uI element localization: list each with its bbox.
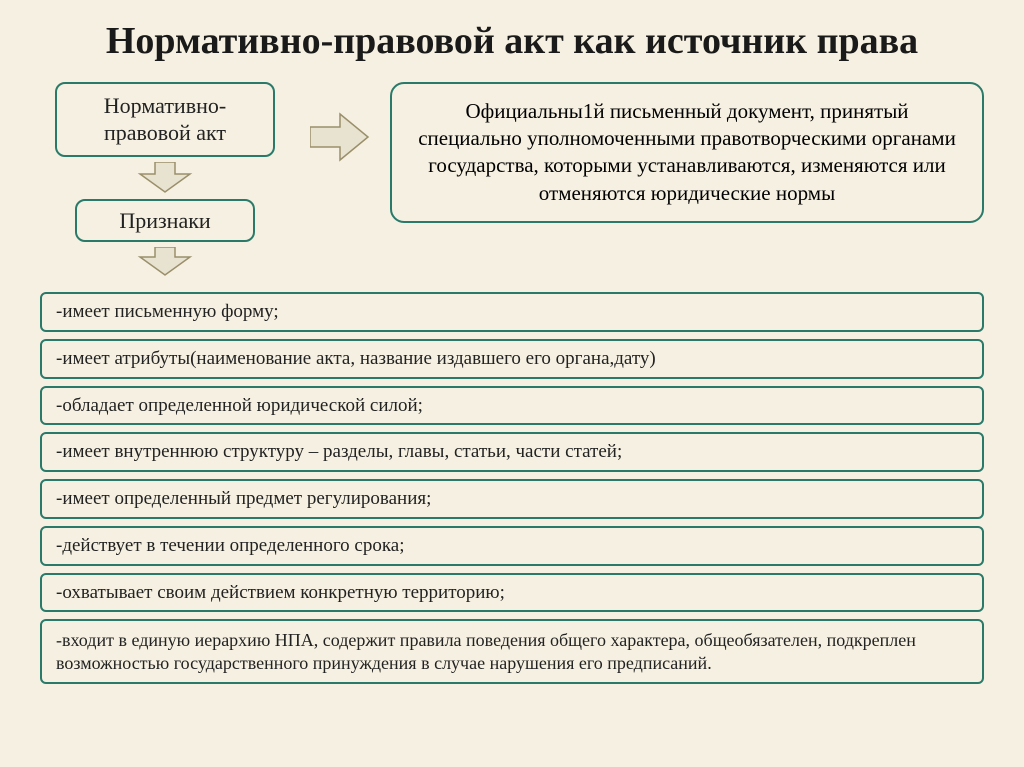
arrow-down-2-icon (135, 247, 195, 277)
feature-text: -действует в течении определенного срока… (56, 535, 404, 556)
feature-text: -имеет письменную форму; (56, 301, 279, 322)
definition-box: Официальны1й письменный документ, принят… (390, 82, 984, 223)
feature-text: -имеет внутреннюю структуру – разделы, г… (56, 441, 622, 462)
feature-row: -имеет определенный предмет регулировани… (40, 479, 984, 519)
priznaki-box: Признаки (75, 199, 255, 243)
feature-row: -имеет письменную форму; (40, 292, 984, 332)
feature-text: -обладает определенной юридической силой… (56, 395, 423, 416)
slide-title: Нормативно-правовой акт как источник пра… (40, 20, 984, 64)
feature-row: -имеет атрибуты(наименование акта, назва… (40, 339, 984, 379)
slide-page: Нормативно-правовой акт как источник пра… (0, 0, 1024, 767)
feature-row: -обладает определенной юридической силой… (40, 386, 984, 426)
npa-label: Нормативно-правовой акт (104, 93, 226, 146)
feature-row: -входит в единую иерархию НПА, содержит … (40, 619, 984, 684)
left-column: Нормативно-правовой акт Признаки (40, 82, 290, 283)
features-list: -имеет письменную форму; -имеет атрибуты… (40, 292, 984, 684)
feature-text: -охватывает своим действием конкретную т… (56, 582, 505, 603)
top-row: Нормативно-правовой акт Признаки (40, 82, 984, 283)
arrow-down-1-icon (135, 162, 195, 194)
feature-text: -имеет определенный предмет регулировани… (56, 488, 431, 509)
arrow-right-icon (310, 112, 370, 162)
feature-row: -действует в течении определенного срока… (40, 526, 984, 566)
priznaki-label: Признаки (119, 208, 210, 233)
feature-text: -входит в единую иерархию НПА, содержит … (56, 630, 916, 673)
npa-box: Нормативно-правовой акт (55, 82, 275, 157)
feature-row: -охватывает своим действием конкретную т… (40, 573, 984, 613)
feature-text: -имеет атрибуты(наименование акта, назва… (56, 348, 656, 369)
feature-row: -имеет внутреннюю структуру – разделы, г… (40, 432, 984, 472)
definition-text: Официальны1й письменный документ, принят… (418, 99, 956, 205)
